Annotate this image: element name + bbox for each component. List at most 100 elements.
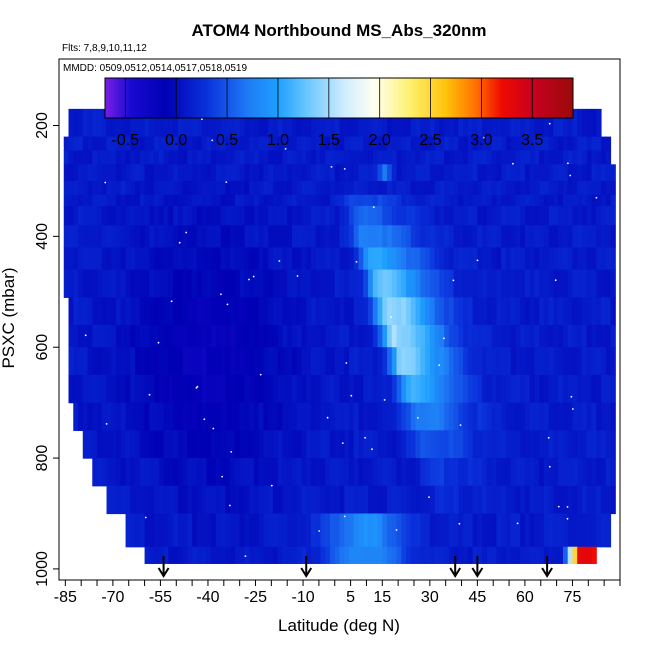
heatmap-cell xyxy=(377,430,383,459)
heatmap-cell xyxy=(596,180,602,196)
heatmap-cell xyxy=(144,194,150,207)
heatmap-cell xyxy=(553,374,559,404)
heatmap-cell xyxy=(543,347,550,376)
heatmap-cell xyxy=(130,458,136,487)
heatmap-cell xyxy=(282,225,288,249)
heatmap-cell xyxy=(496,297,502,326)
heatmap-cell xyxy=(82,225,89,249)
heatmap-cell xyxy=(63,247,70,271)
heatmap-cell xyxy=(444,458,450,487)
measurement-dot xyxy=(343,168,346,170)
heatmap-cell xyxy=(482,374,488,404)
heatmap-cell xyxy=(234,225,241,249)
heatmap-cell xyxy=(510,247,516,271)
heatmap-cell xyxy=(101,225,108,249)
heatmap-cell xyxy=(548,225,555,249)
heatmap-cell xyxy=(505,458,512,487)
heatmap-cell xyxy=(444,205,450,226)
heatmap-cell xyxy=(368,164,374,182)
heatmap-cell xyxy=(586,325,593,348)
heatmap-cell xyxy=(391,205,398,226)
heatmap-cell xyxy=(144,108,150,138)
heatmap-cell xyxy=(320,269,326,298)
heatmap-cell xyxy=(420,458,426,487)
heatmap-cell xyxy=(486,225,493,249)
heatmap-cell xyxy=(97,180,103,196)
heatmap-cell xyxy=(192,430,198,459)
heatmap-cell xyxy=(605,325,612,348)
heatmap-cell xyxy=(334,430,341,459)
heatmap-cell xyxy=(310,347,317,376)
heatmap-cell xyxy=(596,247,602,271)
heatmap-cell xyxy=(591,325,597,348)
heatmap-cell xyxy=(215,546,222,564)
heatmap-cell xyxy=(543,402,550,431)
heatmap-cell xyxy=(206,205,212,226)
heatmap-cell xyxy=(225,164,231,182)
heatmap-cell xyxy=(543,164,550,182)
heatmap-cell xyxy=(182,485,188,515)
heatmap-cell xyxy=(467,164,474,182)
heatmap-cell xyxy=(206,108,212,138)
heatmap-cell xyxy=(543,194,550,207)
heatmap-cell xyxy=(220,205,226,226)
heatmap-cell xyxy=(82,297,89,326)
heatmap-cell xyxy=(391,247,398,271)
heatmap-cell xyxy=(87,269,93,298)
heatmap-cell xyxy=(291,205,298,226)
heatmap-cell xyxy=(448,225,455,249)
heatmap-cell xyxy=(277,458,284,487)
heatmap-cell xyxy=(182,458,188,487)
measurement-dot xyxy=(345,362,348,364)
heatmap-cell xyxy=(158,513,165,548)
x-tick-label: -70 xyxy=(101,589,124,606)
heatmap-cell xyxy=(581,205,588,226)
heatmap-cell xyxy=(325,164,331,182)
heatmap-cell xyxy=(301,546,307,564)
heatmap-cell xyxy=(553,108,559,138)
heatmap-cell xyxy=(182,325,188,348)
heatmap-cell xyxy=(106,225,112,249)
heatmap-cell xyxy=(144,374,150,404)
heatmap-cell xyxy=(372,325,379,348)
heatmap-cell xyxy=(253,546,260,564)
heatmap-cell xyxy=(558,247,564,271)
heatmap-cell xyxy=(87,430,93,459)
heatmap-cell xyxy=(463,513,469,548)
heatmap-cell xyxy=(173,269,179,298)
heatmap-cell xyxy=(135,347,141,376)
heatmap-cell xyxy=(577,205,583,226)
heatmap-cell xyxy=(444,194,450,207)
heatmap-cell xyxy=(391,374,398,404)
heatmap-cell xyxy=(572,458,578,487)
heatmap-cell xyxy=(249,269,255,298)
heatmap-cell xyxy=(163,164,169,182)
heatmap-cell xyxy=(387,194,393,207)
heatmap-cell xyxy=(577,297,583,326)
heatmap-cell xyxy=(258,485,265,515)
heatmap-cell xyxy=(453,402,459,431)
heatmap-cell xyxy=(230,374,236,404)
heatmap-cell xyxy=(539,150,545,165)
heatmap-cell xyxy=(434,402,440,431)
heatmap-cell xyxy=(130,150,136,165)
heatmap-cell xyxy=(215,108,222,138)
heatmap-cell xyxy=(92,205,98,226)
heatmap-cell xyxy=(467,180,474,196)
heatmap-cell xyxy=(211,430,217,459)
colorbar-tick-label: 0.5 xyxy=(216,132,238,149)
heatmap-cell xyxy=(249,430,255,459)
heatmap-cell xyxy=(358,225,364,249)
heatmap-cell xyxy=(315,430,322,459)
measurement-dot xyxy=(157,341,160,344)
heatmap-cell xyxy=(505,108,512,138)
heatmap-cell xyxy=(496,225,502,249)
heatmap-cell xyxy=(192,205,198,226)
heatmap-cell xyxy=(425,347,431,376)
heatmap-cell xyxy=(268,247,274,271)
heatmap-cell xyxy=(315,325,322,348)
heatmap-cell xyxy=(429,374,436,404)
heatmap-cell xyxy=(296,430,303,459)
heatmap-cell xyxy=(577,513,583,548)
heatmap-cell xyxy=(377,297,383,326)
